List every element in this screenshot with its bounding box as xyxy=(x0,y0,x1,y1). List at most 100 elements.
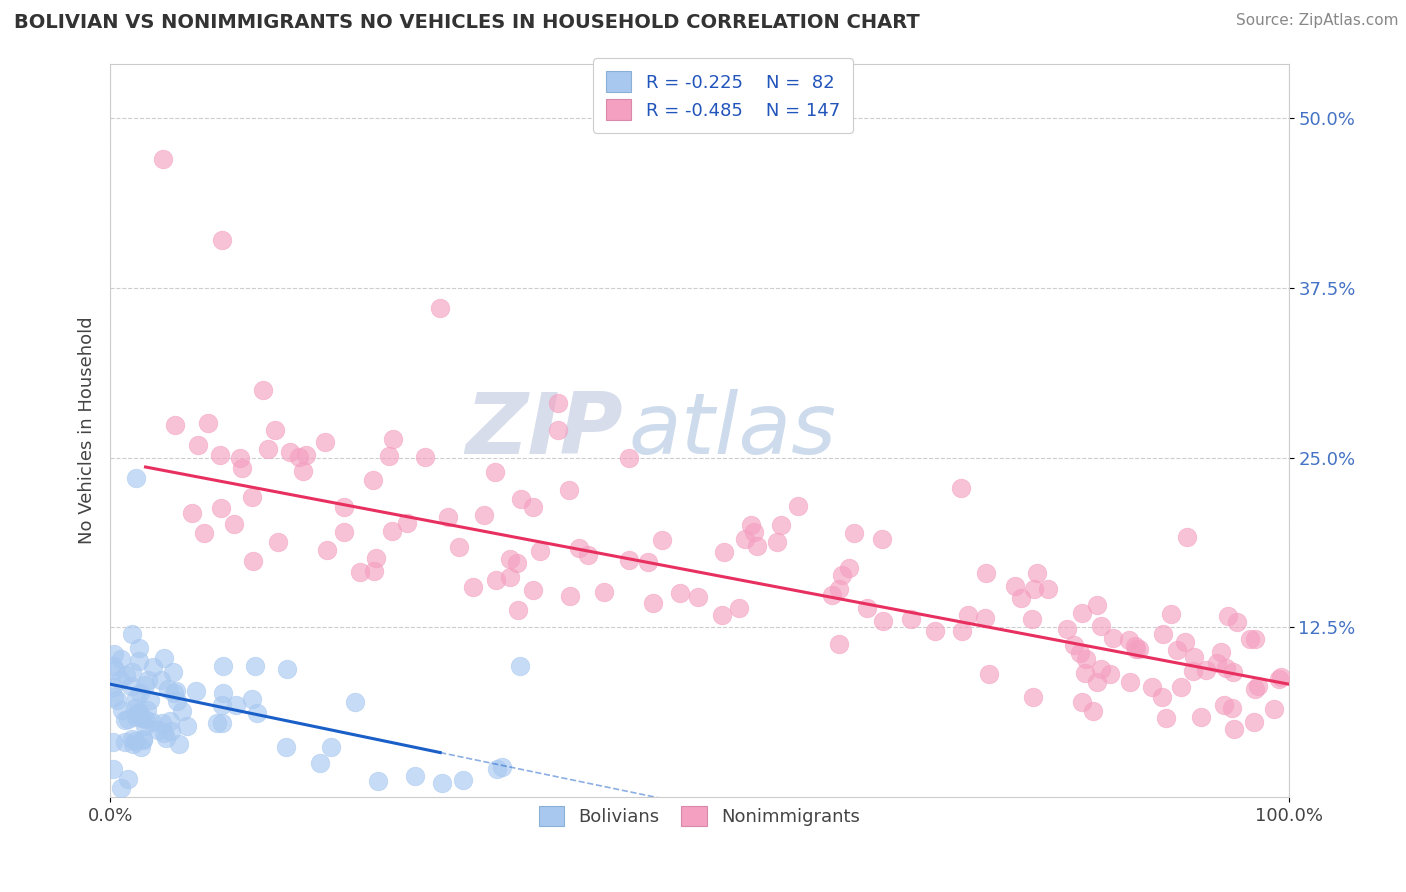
Point xyxy=(229,451,252,466)
Point xyxy=(1125,639,1147,653)
Point xyxy=(146,723,169,737)
Point xyxy=(243,659,266,673)
Point xyxy=(593,585,616,599)
Point xyxy=(125,710,148,724)
Point xyxy=(522,582,544,597)
Point xyxy=(821,589,844,603)
Point xyxy=(686,590,709,604)
Point xyxy=(510,492,533,507)
Point xyxy=(101,659,124,673)
Point xyxy=(1174,635,1197,649)
Point xyxy=(827,582,849,596)
Point xyxy=(111,703,134,717)
Point xyxy=(1226,615,1249,629)
Point xyxy=(1268,673,1291,687)
Point xyxy=(103,762,125,776)
Point xyxy=(745,539,768,553)
Point xyxy=(105,693,128,707)
Point xyxy=(1022,582,1045,596)
Y-axis label: No Vehicles in Household: No Vehicles in Household xyxy=(79,317,96,544)
Point xyxy=(349,566,371,580)
Point xyxy=(132,732,155,747)
Point xyxy=(1038,582,1060,597)
Point xyxy=(276,662,298,676)
Point xyxy=(309,756,332,771)
Point xyxy=(377,450,399,464)
Point xyxy=(637,555,659,569)
Point xyxy=(1085,598,1108,612)
Point xyxy=(547,424,569,438)
Point xyxy=(332,524,354,539)
Point xyxy=(1182,664,1205,678)
Point xyxy=(430,776,453,790)
Point xyxy=(499,551,522,566)
Point xyxy=(139,693,162,707)
Point xyxy=(1270,670,1292,684)
Point xyxy=(152,152,174,166)
Point xyxy=(1239,632,1261,646)
Point xyxy=(1182,649,1205,664)
Point xyxy=(429,301,451,316)
Point xyxy=(288,450,311,465)
Point xyxy=(1154,711,1177,725)
Point xyxy=(1021,612,1043,626)
Point xyxy=(110,652,132,666)
Point xyxy=(121,737,143,751)
Point xyxy=(150,715,173,730)
Point xyxy=(529,544,551,558)
Point xyxy=(361,473,384,487)
Point xyxy=(381,524,404,538)
Point xyxy=(170,704,193,718)
Point xyxy=(1140,680,1163,694)
Point xyxy=(509,659,531,673)
Point xyxy=(1074,665,1097,680)
Text: Source: ZipAtlas.com: Source: ZipAtlas.com xyxy=(1236,13,1399,29)
Point xyxy=(413,450,436,465)
Point xyxy=(974,611,997,625)
Point xyxy=(292,464,315,478)
Point xyxy=(1247,679,1270,693)
Point xyxy=(641,596,664,610)
Point xyxy=(568,541,591,556)
Point xyxy=(176,719,198,733)
Point xyxy=(155,731,177,745)
Point xyxy=(131,711,153,725)
Point xyxy=(461,581,484,595)
Point xyxy=(765,534,787,549)
Point xyxy=(1160,607,1182,621)
Point xyxy=(1026,566,1049,581)
Point xyxy=(149,673,172,687)
Point xyxy=(276,739,298,754)
Point xyxy=(472,508,495,523)
Point xyxy=(1071,607,1094,621)
Point xyxy=(1222,722,1244,736)
Point xyxy=(153,651,176,665)
Text: BOLIVIAN VS NONIMMIGRANTS NO VEHICLES IN HOUSEHOLD CORRELATION CHART: BOLIVIAN VS NONIMMIGRANTS NO VEHICLES IN… xyxy=(14,13,920,32)
Point xyxy=(132,731,155,746)
Point xyxy=(315,542,337,557)
Point xyxy=(208,448,231,462)
Point xyxy=(1244,681,1267,696)
Point xyxy=(856,601,879,615)
Point xyxy=(1090,662,1112,676)
Point xyxy=(1063,638,1085,652)
Point xyxy=(1098,666,1121,681)
Point xyxy=(1125,641,1147,656)
Text: atlas: atlas xyxy=(628,389,837,472)
Point xyxy=(124,733,146,747)
Point xyxy=(617,552,640,566)
Point xyxy=(499,570,522,584)
Point xyxy=(727,601,749,615)
Point xyxy=(1152,627,1174,641)
Point xyxy=(165,684,187,698)
Point xyxy=(101,680,124,694)
Point xyxy=(163,686,186,700)
Point xyxy=(141,714,163,729)
Point xyxy=(977,666,1000,681)
Point xyxy=(956,607,979,622)
Point xyxy=(129,740,152,755)
Point xyxy=(278,444,301,458)
Point xyxy=(257,442,280,456)
Legend: Bolivians, Nonimmigrants: Bolivians, Nonimmigrants xyxy=(530,797,869,836)
Point xyxy=(870,532,893,546)
